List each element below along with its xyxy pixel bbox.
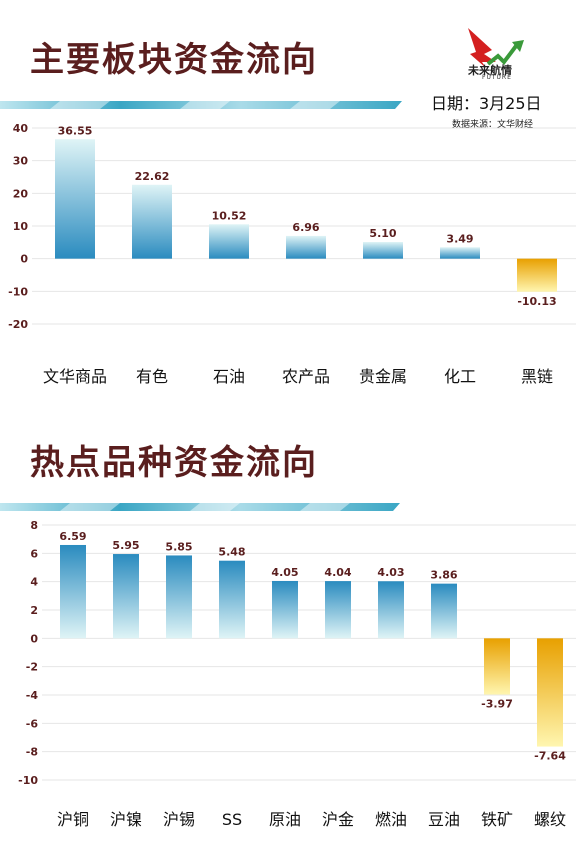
bar bbox=[55, 139, 95, 259]
category-label: 原油 bbox=[269, 810, 301, 829]
y-tick-label: -10 bbox=[8, 285, 28, 298]
data-label: -7.64 bbox=[534, 750, 566, 763]
y-tick-label: 0 bbox=[20, 253, 28, 266]
data-label: 5.48 bbox=[218, 546, 245, 559]
bar bbox=[272, 580, 298, 639]
data-label: 3.49 bbox=[446, 232, 473, 245]
category-label: 螺纹 bbox=[534, 810, 566, 829]
data-label: 5.85 bbox=[165, 540, 192, 553]
category-label: 沪锡 bbox=[163, 810, 195, 829]
data-label: 6.96 bbox=[292, 221, 319, 234]
data-label: 3.86 bbox=[430, 569, 457, 582]
hot-chart-title: 热点品种资金流向 bbox=[30, 443, 318, 483]
y-tick-label: 40 bbox=[13, 122, 29, 135]
bar bbox=[325, 581, 351, 639]
category-label: 沪铜 bbox=[57, 810, 89, 829]
data-label: 6.59 bbox=[59, 530, 86, 543]
bar bbox=[517, 258, 557, 292]
category-label: 沪金 bbox=[322, 810, 354, 829]
data-label: 36.55 bbox=[58, 124, 93, 137]
category-label: 有色 bbox=[136, 367, 168, 386]
bar bbox=[113, 554, 139, 639]
decorative-band-top bbox=[0, 101, 402, 109]
bar bbox=[431, 583, 457, 639]
y-tick-label: -4 bbox=[26, 689, 39, 702]
category-label: 文华商品 bbox=[43, 367, 107, 386]
sector-chart-title: 主要板块资金流向 bbox=[30, 40, 318, 80]
y-tick-label: -20 bbox=[8, 318, 28, 331]
category-label: 石油 bbox=[213, 367, 245, 386]
category-label: 农产品 bbox=[282, 367, 330, 386]
bar bbox=[209, 224, 249, 259]
data-label: 22.62 bbox=[135, 170, 170, 183]
data-label: 10.52 bbox=[212, 209, 247, 222]
y-tick-label: 8 bbox=[30, 519, 38, 532]
date-label: 日期：3月25日 bbox=[431, 94, 542, 113]
category-label: 沪镍 bbox=[110, 810, 142, 829]
y-tick-label: 0 bbox=[30, 632, 38, 645]
y-tick-label: 2 bbox=[30, 604, 38, 617]
hot-flow-chart: 8 6 4 2 0 -2 -4 -6 -8 -10 6.59 沪铜 5.95 沪镍 5.85 沪锡 5.48 SS… bbox=[18, 519, 576, 829]
y-tick-label: 4 bbox=[30, 576, 38, 589]
bar bbox=[484, 638, 510, 695]
bar bbox=[286, 235, 326, 259]
data-label: 5.10 bbox=[369, 227, 396, 240]
logo-subtext: FUTURE bbox=[482, 74, 512, 81]
data-label: 4.05 bbox=[271, 566, 298, 579]
y-tick-label: 10 bbox=[13, 220, 29, 233]
y-tick-label: 30 bbox=[13, 155, 29, 168]
data-label: 4.04 bbox=[324, 566, 351, 579]
category-label: 黑链 bbox=[521, 367, 553, 386]
data-label: 5.95 bbox=[112, 539, 139, 552]
source-label: 数据来源：文华财经 bbox=[452, 120, 534, 130]
bar bbox=[132, 184, 172, 259]
y-tick-label: -6 bbox=[26, 717, 39, 730]
bar bbox=[60, 544, 86, 639]
bar bbox=[440, 247, 480, 259]
y-tick-label: 20 bbox=[13, 187, 29, 200]
category-label: 铁矿 bbox=[481, 810, 513, 829]
y-tick-label: 6 bbox=[30, 547, 38, 560]
data-label: -3.97 bbox=[481, 698, 513, 711]
y-tick-label: -8 bbox=[26, 746, 38, 759]
category-label: 贵金属 bbox=[359, 367, 407, 386]
category-label: 豆油 bbox=[428, 810, 460, 829]
data-label: -10.13 bbox=[517, 295, 556, 308]
data-label: 4.03 bbox=[377, 566, 404, 579]
bar bbox=[219, 560, 245, 639]
category-label: 化工 bbox=[444, 367, 476, 386]
decorative-band-middle bbox=[0, 503, 400, 511]
bar bbox=[537, 638, 563, 747]
sector-flow-chart: 40 30 20 10 0 -10 -20 36.55 文华商品 22.62 有色 10.52 石油 6.… bbox=[8, 122, 576, 386]
bar bbox=[363, 242, 403, 259]
y-tick-label: -10 bbox=[18, 774, 38, 787]
bar bbox=[378, 581, 404, 639]
category-label: SS bbox=[222, 810, 242, 829]
logo-icon bbox=[468, 28, 524, 68]
logo-text: 未来航情 bbox=[468, 64, 512, 77]
y-tick-label: -2 bbox=[26, 661, 38, 674]
category-label: 燃油 bbox=[375, 810, 407, 829]
bar bbox=[166, 555, 192, 639]
